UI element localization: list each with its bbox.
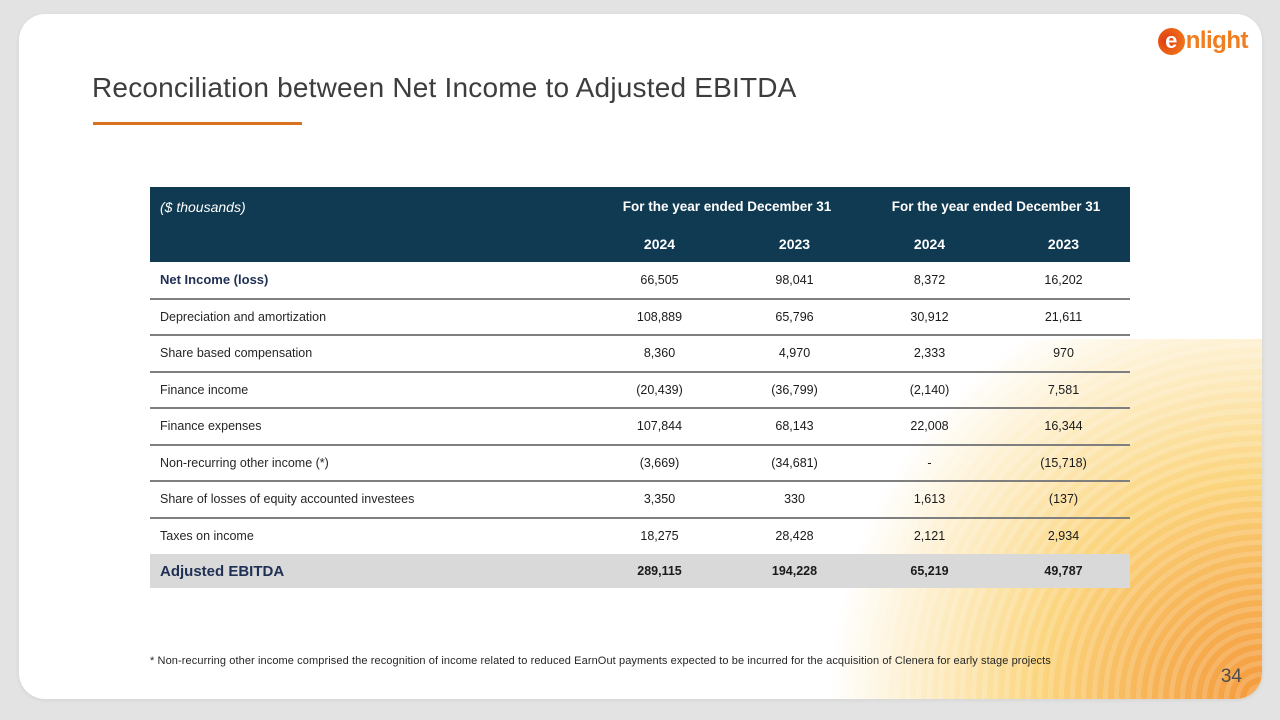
year-header: 2024 bbox=[862, 226, 997, 262]
cell-value: 1,613 bbox=[862, 481, 997, 519]
cell-value: 16,202 bbox=[997, 262, 1130, 300]
enlight-logo-text: nlight bbox=[1185, 27, 1249, 54]
table-row-depreciation: Depreciation and amortization 108,889 65… bbox=[150, 298, 1130, 336]
cell-value: (36,799) bbox=[727, 371, 862, 409]
row-label: Net Income (loss) bbox=[150, 262, 592, 300]
group-header-annual: For the year ended December 31 bbox=[592, 187, 862, 226]
table-row-finance-income: Finance income (20,439) (36,799) (2,140)… bbox=[150, 371, 1130, 409]
table-row-finance-expenses: Finance expenses 107,844 68,143 22,008 1… bbox=[150, 408, 1130, 446]
cell-value: (34,681) bbox=[727, 444, 862, 482]
table-year-header-row: 2024 2023 2024 2023 bbox=[150, 226, 1130, 262]
table-row-non-recurring-income: Non-recurring other income (*) (3,669) (… bbox=[150, 444, 1130, 482]
cell-value: 194,228 bbox=[727, 554, 862, 588]
cell-value: 2,333 bbox=[862, 335, 997, 373]
reconciliation-table: ($ thousands) For the year ended Decembe… bbox=[150, 187, 1130, 588]
cell-value: 289,115 bbox=[592, 554, 727, 588]
year-header: 2023 bbox=[997, 226, 1130, 262]
cell-value: 2,121 bbox=[913, 529, 946, 544]
enlight-logo-mark-icon: e bbox=[1157, 27, 1185, 55]
row-label: Share of losses of equity accounted inve… bbox=[150, 481, 592, 519]
year-header-spacer bbox=[150, 226, 592, 262]
reconciliation-table-wrap: ($ thousands) For the year ended Decembe… bbox=[150, 187, 1130, 588]
cell-value: 4,970 bbox=[727, 335, 862, 373]
cell-value: 28,428 bbox=[775, 529, 814, 544]
title-underline bbox=[93, 122, 302, 125]
table-row-taxes: Taxes on income 18,275 28,428 2,121 2,93… bbox=[150, 518, 1130, 555]
cell-value: 65,219 bbox=[862, 554, 997, 588]
cell-value: 7,581 bbox=[997, 371, 1130, 409]
page-number: 34 bbox=[1220, 666, 1242, 687]
cell-value: 330 bbox=[727, 481, 862, 519]
slide-card: e nlight Reconciliation between Net Inco… bbox=[19, 14, 1262, 699]
row-label: Depreciation and amortization bbox=[150, 298, 592, 336]
year-header: 2024 bbox=[592, 226, 727, 262]
table-row-net-income: Net Income (loss) 66,505 98,041 8,372 16… bbox=[150, 262, 1130, 300]
footnote: * Non-recurring other income comprised t… bbox=[150, 655, 1051, 667]
cell-value: - bbox=[862, 444, 997, 482]
cell-value: (15,718) bbox=[997, 444, 1130, 482]
enlight-logo: e nlight bbox=[1157, 27, 1249, 55]
cell-value: 2,934 bbox=[1047, 529, 1080, 544]
cell-value: 108,889 bbox=[592, 298, 727, 336]
cell-value: 16,344 bbox=[997, 408, 1130, 446]
row-label: Finance income bbox=[150, 371, 592, 409]
cell-value: 21,611 bbox=[997, 298, 1130, 336]
unit-label: ($ thousands) bbox=[150, 187, 592, 226]
cell-value: (137) bbox=[997, 481, 1130, 519]
cell-value: 970 bbox=[997, 335, 1130, 373]
row-label: Finance expenses bbox=[150, 408, 592, 446]
cell-value: 98,041 bbox=[727, 262, 862, 300]
slide-title: Reconciliation between Net Income to Adj… bbox=[92, 72, 797, 103]
cell-value: 107,844 bbox=[592, 408, 727, 446]
cell-value: (20,439) bbox=[592, 371, 727, 409]
cell-value: 30,912 bbox=[862, 298, 997, 336]
year-header: 2023 bbox=[727, 226, 862, 262]
cell-value: 49,787 bbox=[997, 554, 1130, 588]
row-label: Non-recurring other income (*) bbox=[150, 444, 592, 482]
cell-value: 68,143 bbox=[727, 408, 862, 446]
cell-value: 8,372 bbox=[862, 262, 997, 300]
cell-value: (2,140) bbox=[862, 371, 997, 409]
row-label: Adjusted EBITDA bbox=[150, 554, 592, 588]
table-row-equity-investees: Share of losses of equity accounted inve… bbox=[150, 481, 1130, 519]
group-header-second: For the year ended December 31 bbox=[862, 187, 1130, 226]
cell-value: 18,275 bbox=[640, 529, 679, 544]
table-row-adjusted-ebitda: Adjusted EBITDA 289,115 194,228 65,219 4… bbox=[150, 554, 1130, 588]
cell-value: 8,360 bbox=[592, 335, 727, 373]
table-row-share-based-comp: Share based compensation 8,360 4,970 2,3… bbox=[150, 335, 1130, 373]
cell-value: (3,669) bbox=[592, 444, 727, 482]
row-label: Taxes on income bbox=[160, 529, 254, 544]
cell-value: 65,796 bbox=[727, 298, 862, 336]
cell-value: 66,505 bbox=[592, 262, 727, 300]
cell-value: 3,350 bbox=[592, 481, 727, 519]
table-group-header-row: ($ thousands) For the year ended Decembe… bbox=[150, 187, 1130, 226]
row-label: Share based compensation bbox=[150, 335, 592, 373]
cell-value: 22,008 bbox=[862, 408, 997, 446]
